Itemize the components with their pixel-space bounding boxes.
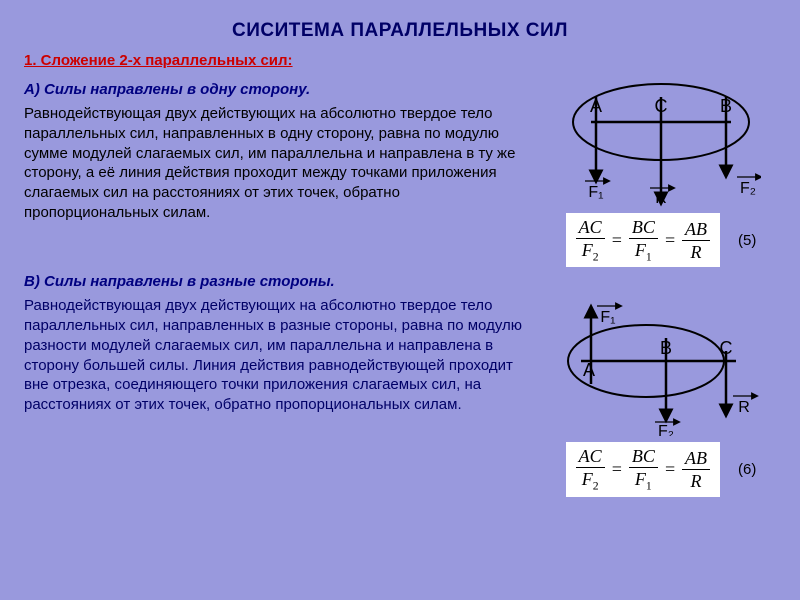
case-b-body: Равнодействующая двух действующих на абс… bbox=[24, 296, 534, 415]
f5-num1: AC bbox=[576, 217, 605, 239]
section-heading: 1. Сложение 2-х параллельных сил: bbox=[24, 52, 776, 69]
f6-num2: BC bbox=[629, 446, 658, 468]
case-b-heading: В) Силы направлены в разные стороны. bbox=[24, 273, 776, 290]
case-a-figure: A C B F₁ R F₂ bbox=[561, 77, 761, 207]
f5-num2: BC bbox=[629, 217, 658, 239]
f6-num1: AC bbox=[576, 446, 605, 468]
svg-text:R: R bbox=[738, 399, 750, 416]
case-b-formula: ACF2 = BCF1 = ABR bbox=[566, 442, 720, 496]
f6-den3: R bbox=[688, 470, 705, 490]
svg-text:B: B bbox=[660, 338, 672, 358]
svg-text:R: R bbox=[655, 190, 667, 207]
f6-num3: AB bbox=[682, 448, 710, 470]
f5-den2: F1 bbox=[632, 239, 655, 263]
case-a-block: А) Силы направлены в одну сторону. Равно… bbox=[24, 77, 776, 267]
f6-den1: F2 bbox=[579, 468, 602, 492]
svg-text:A: A bbox=[590, 96, 602, 116]
case-a-formula-row: ACF2 = BCF1 = ABR (5) bbox=[566, 213, 757, 267]
case-a-formula-label: (5) bbox=[738, 232, 756, 249]
f6-den2: F1 bbox=[632, 468, 655, 492]
svg-text:F₁: F₁ bbox=[600, 309, 615, 326]
case-a-body: Равнодействующая двух действующих на абс… bbox=[24, 104, 534, 223]
case-b-block: Равнодействующая двух действующих на абс… bbox=[24, 296, 776, 496]
svg-text:F₂: F₂ bbox=[658, 423, 674, 436]
f5-den1: F2 bbox=[579, 239, 602, 263]
case-b-formula-row: ACF2 = BCF1 = ABR (6) bbox=[566, 442, 757, 496]
svg-text:C: C bbox=[720, 338, 733, 358]
case-a-heading: А) Силы направлены в одну сторону. bbox=[24, 81, 534, 98]
svg-text:A: A bbox=[583, 360, 595, 380]
f5-den3: R bbox=[688, 241, 705, 261]
slide-title: СИСИТЕМА ПАРАЛЛЕЛЬНЫХ СИЛ bbox=[24, 20, 776, 42]
svg-text:C: C bbox=[655, 96, 668, 116]
svg-text:B: B bbox=[720, 96, 732, 116]
slide: СИСИТЕМА ПАРАЛЛЕЛЬНЫХ СИЛ 1. Сложение 2-… bbox=[0, 0, 800, 600]
svg-text:F₁: F₁ bbox=[588, 184, 603, 201]
case-b-figure: A B C F₁ F₂ R bbox=[561, 296, 761, 436]
case-b-formula-label: (6) bbox=[738, 461, 756, 478]
f5-num3: AB bbox=[682, 219, 710, 241]
svg-text:F₂: F₂ bbox=[740, 180, 756, 197]
case-a-formula: ACF2 = BCF1 = ABR bbox=[566, 213, 720, 267]
